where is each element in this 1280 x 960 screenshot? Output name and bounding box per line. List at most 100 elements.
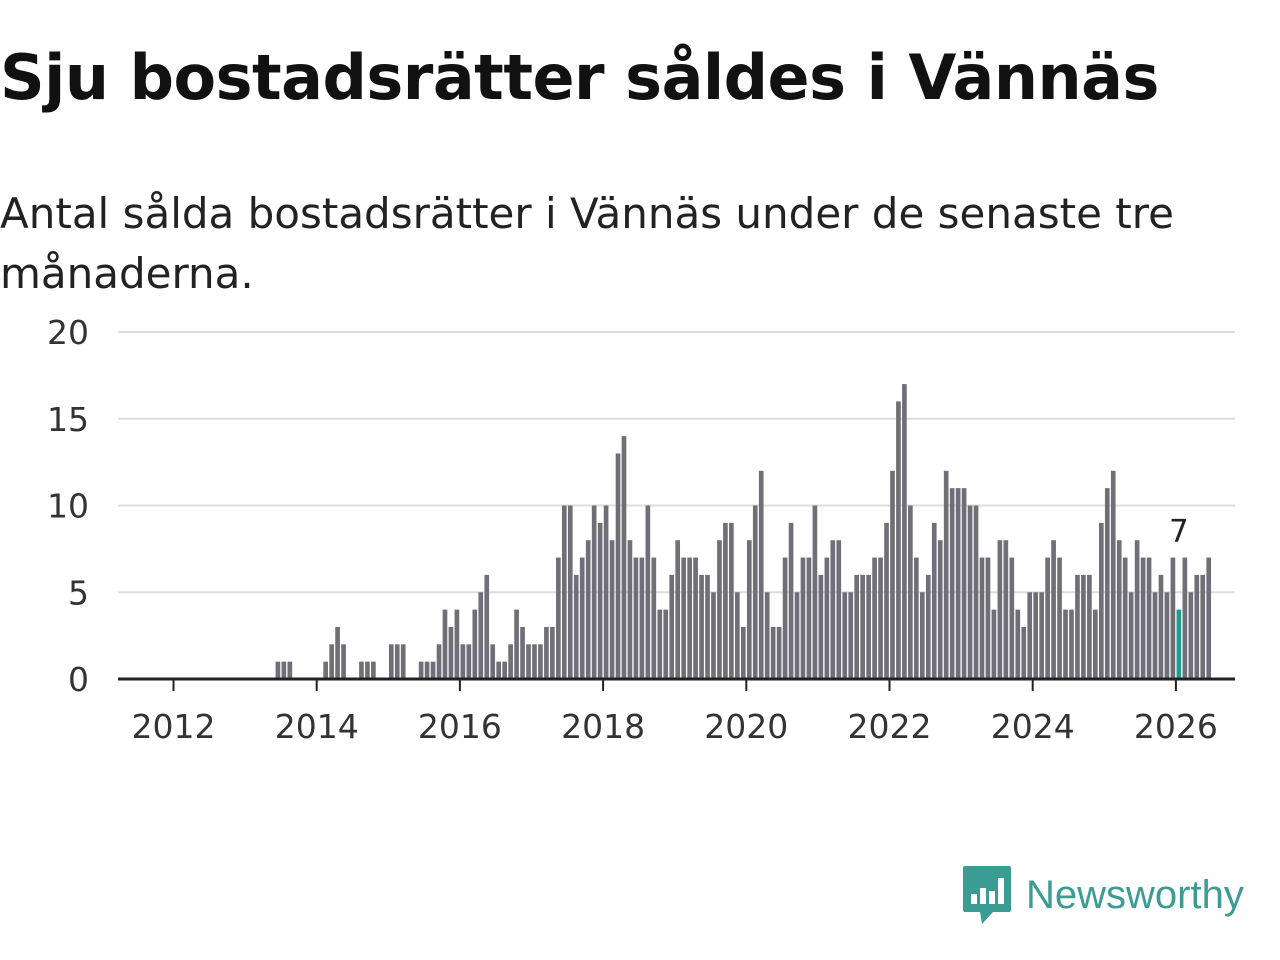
bar [424,661,430,679]
bar [460,644,466,679]
bar [287,661,293,679]
bar [1027,592,1033,679]
bar [800,557,806,679]
x-tick-label: 2018 [561,707,645,746]
bar [597,522,603,679]
y-tick-label: 15 [47,400,89,439]
bar [681,557,686,679]
bar [884,522,889,679]
bar [1075,574,1080,679]
bar [573,574,579,679]
bar [758,470,764,679]
bar [1110,470,1116,679]
bar [532,644,537,679]
y-tick-label: 10 [47,487,89,526]
bar [1063,609,1068,679]
newsworthy-logo-icon [963,866,1011,924]
bar [770,626,776,679]
bar [979,557,985,679]
bar [579,557,585,679]
bar [645,505,651,679]
bar [914,557,919,679]
bar [931,522,937,679]
bar [1051,540,1056,679]
bar [824,557,830,679]
y-tick-label: 20 [47,313,89,352]
bar [663,609,669,679]
bar [1140,557,1146,679]
bar [967,505,973,679]
bar [1033,592,1039,679]
bar [866,574,871,679]
bar [1003,540,1009,679]
brand-name: Newsworthy [1026,872,1244,917]
bar [1188,592,1194,679]
bar [961,488,967,679]
bar [520,626,525,679]
bar [1200,574,1206,679]
bar [836,540,842,679]
bar [323,661,328,679]
bar [442,609,448,679]
bar [388,644,394,679]
bar [788,522,794,679]
bar [872,557,877,679]
bar [1206,557,1212,679]
bar [1087,574,1092,679]
bar [365,661,370,679]
bar [669,574,675,679]
bar [806,557,812,679]
bar [675,540,681,679]
bar [1021,626,1027,679]
chart-subtitle: Antal sålda bostadsrätter i Vännäs under… [0,189,1174,298]
bar [496,661,502,679]
bar [526,644,531,679]
bar [609,540,615,679]
bar [371,661,376,679]
bar [1128,592,1134,679]
bar [615,453,621,679]
bar [735,592,740,679]
bar [1164,592,1170,679]
bar [1039,592,1044,679]
bar [394,644,400,679]
bar [400,644,406,679]
bar [794,592,800,679]
bar [436,644,442,679]
bar [508,644,513,679]
bar [1122,557,1128,679]
bar [556,557,561,679]
bar [275,661,281,679]
bar [973,505,979,679]
bar [1045,557,1050,679]
x-tick-label: 2014 [275,707,359,746]
bar [830,540,836,679]
x-tick-label: 2012 [132,707,216,746]
bar [466,644,472,679]
bar [693,557,698,679]
bar [567,505,573,679]
bar [764,592,770,679]
bar [740,626,746,679]
bar [818,574,824,679]
bar [1069,609,1074,679]
bar [281,661,287,679]
x-tick-label: 2016 [418,707,502,746]
bar [335,626,340,679]
bar [1098,522,1104,679]
bar [657,609,663,679]
bar [341,644,346,679]
highlight-value-label: 7 [1169,514,1189,550]
bar [878,557,883,679]
bar [1194,574,1200,679]
bar [955,488,961,679]
bar [860,574,865,679]
bar [985,557,991,679]
bar [919,592,925,679]
bar [848,592,854,679]
bar [723,522,728,679]
x-tick-label: 2024 [991,707,1075,746]
bar [943,470,949,679]
bar [359,661,364,679]
bar [729,522,734,679]
